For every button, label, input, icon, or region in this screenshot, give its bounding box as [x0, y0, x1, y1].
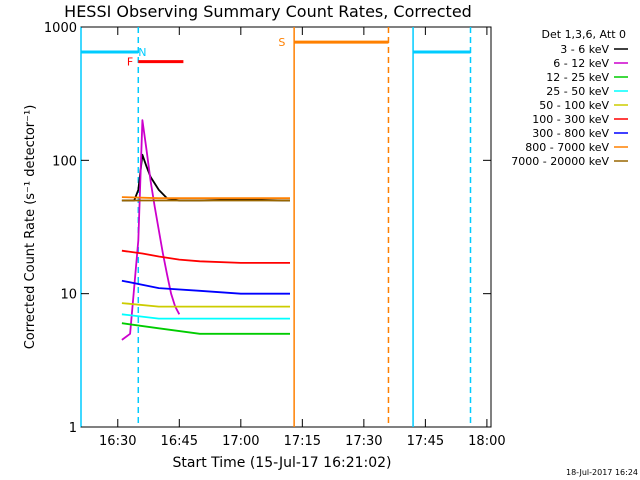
legend-title: Det 1,3,6, Att 0: [542, 28, 626, 41]
series-line-4: [121, 302, 290, 308]
x-tick-label-3: 17:15: [284, 434, 321, 449]
y-tick-label-1: 10: [60, 288, 77, 303]
x-tick-label-1: 16:45: [161, 434, 198, 449]
chart-title: HESSI Observing Summary Count Rates, Cor…: [64, 2, 472, 21]
legend-label-5: 100 - 300 keV: [532, 113, 609, 126]
legend-label-3: 25 - 50 keV: [546, 85, 609, 98]
x-tick-label-5: 17:45: [407, 434, 444, 449]
legend-label-1: 6 - 12 keV: [553, 57, 609, 70]
legend-label-8: 7000 - 20000 keV: [511, 155, 609, 168]
series-line-1: [121, 119, 181, 341]
x-axis-label: Start Time (15-Jul-17 16:21:02): [172, 455, 391, 471]
x-tick-label-4: 17:30: [345, 434, 382, 449]
flag-label-f: F: [127, 56, 133, 69]
legend-label-0: 3 - 6 keV: [560, 43, 609, 56]
flag-label-s: S: [278, 36, 285, 49]
y-tick-label-2: 100: [52, 154, 77, 169]
legend-label-2: 12 - 25 keV: [546, 71, 609, 84]
axis-ticks: 16:30 16:45 17:00 17:15 17:30 17:45 18:00 1 10 10…: [44, 21, 506, 449]
legend-label-6: 300 - 800 keV: [532, 127, 609, 140]
series-lines: [121, 119, 290, 341]
flag-bars: NF S: [81, 36, 471, 69]
x-tick-label-2: 17:00: [222, 434, 259, 449]
legend-label-4: 50 - 100 keV: [539, 99, 609, 112]
series-line-3: [121, 313, 290, 320]
series-line-6: [121, 279, 290, 295]
x-tick-label-6: 18:00: [468, 434, 505, 449]
series-line-7: [121, 196, 290, 200]
x-tick-label-0: 16:30: [99, 434, 136, 449]
series-line-0: [121, 153, 290, 202]
flag-label-n: N: [138, 46, 146, 59]
y-axis-label: Corrected Count Rate (s⁻¹ detector⁻¹): [23, 105, 38, 350]
y-tick-label-0: 1: [69, 421, 77, 436]
legend-label-7: 800 - 7000 keV: [525, 141, 609, 154]
plot-frame: [80, 26, 492, 428]
series-line-5: [121, 249, 290, 264]
footer-timestamp: 18-Jul-2017 16:24: [566, 468, 638, 477]
y-tick-label-3: 1000: [44, 21, 77, 36]
series-line-2: [121, 322, 290, 335]
